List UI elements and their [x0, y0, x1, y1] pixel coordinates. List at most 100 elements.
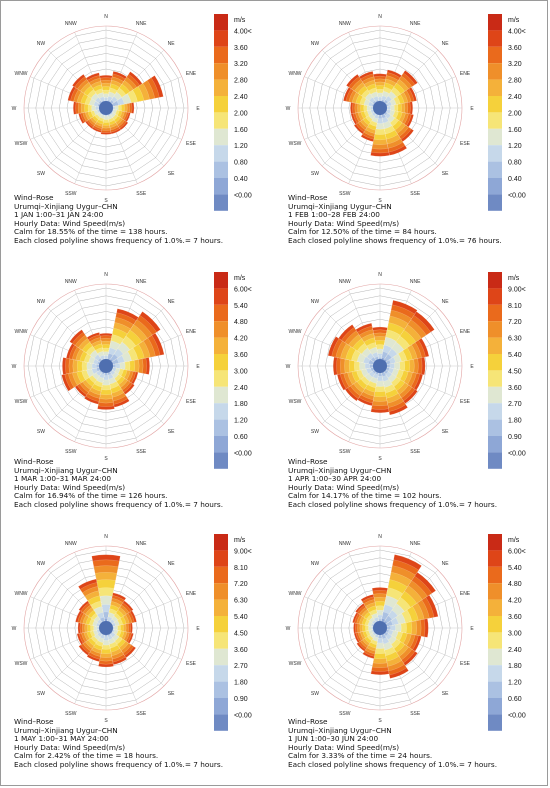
caption-line-data: Hourly Data: Wind Speed(m/s): [288, 218, 400, 228]
wind-rose-chart: N NNE NE ENE E ESE SE SSE S SSW SW WSW W WNW NW NNW m/s 4…: [286, 14, 526, 211]
legend-label: <0.00: [234, 450, 252, 457]
direction-label-sse: SSE: [136, 191, 147, 197]
legend-swatch: [214, 648, 228, 666]
legend-label: 2.00: [508, 110, 522, 117]
legend-label: 3.60: [508, 45, 522, 52]
direction-label-nw: NW: [37, 561, 46, 567]
legend-swatch: [214, 403, 228, 420]
direction-label-n: N: [104, 272, 108, 278]
legend-swatch: [488, 112, 502, 129]
legend-label: 4.50: [234, 630, 248, 637]
legend-swatch: [488, 128, 502, 146]
legend-label: <0.00: [508, 192, 526, 199]
legend-label: 4.20: [508, 598, 522, 605]
legend-label: 2.00: [234, 110, 248, 117]
legend-label: 3.20: [234, 61, 248, 68]
direction-label-sw: SW: [37, 171, 45, 177]
direction-label-se: SE: [168, 429, 175, 435]
legend-swatch: [488, 194, 502, 211]
direction-label-n: N: [104, 534, 108, 540]
caption-line-calm: Calm for 18.55% of the time = 138 hours.: [14, 227, 168, 237]
caption-line-polyline: Each closed polyline shows frequency of …: [14, 759, 224, 769]
legend-swatch: [488, 583, 502, 600]
legend-swatch: [214, 145, 228, 162]
legend-swatch: [488, 698, 502, 715]
legend-label: 7.20: [508, 319, 522, 326]
direction-label-wsw: WSW: [289, 661, 302, 667]
legend-swatch: [488, 288, 502, 305]
legend-label: 9.00<: [508, 286, 526, 293]
direction-label-ssw: SSW: [339, 711, 351, 717]
rose-petals: [61, 308, 165, 410]
legend-label: 3.60: [234, 647, 248, 654]
legend-label: 2.80: [508, 78, 522, 85]
direction-label-ese: ESE: [460, 141, 471, 147]
legend-unit-label: m/s: [508, 17, 520, 24]
wind-rose-panel-jun: N NNE NE ENE E ESE SE SSE S SSW SW WSW W WNW NW NNW m/s 6…: [274, 524, 548, 786]
legend-label: 5.40: [234, 303, 248, 310]
direction-label-se: SE: [442, 429, 449, 435]
legend-label: 0.90: [508, 434, 522, 441]
legend-swatch: [488, 370, 502, 387]
legend-swatch: [214, 452, 228, 469]
legend-swatch: [214, 304, 228, 322]
caption-line-period: 1 JAN 1:00–31 JAN 24:00: [14, 210, 104, 220]
legend-swatch: [488, 714, 502, 731]
direction-label-nne: NNE: [410, 279, 421, 285]
legend-label: 0.80: [234, 160, 248, 167]
caption-line-data: Hourly Data: Wind Speed(m/s): [14, 218, 126, 228]
legend-swatch: [214, 321, 228, 338]
direction-label-nne: NNE: [136, 279, 147, 285]
direction-label-nw: NW: [311, 299, 320, 305]
direction-label-sw: SW: [311, 691, 319, 697]
legend-label: 2.70: [234, 663, 248, 670]
legend-label: 1.20: [234, 418, 248, 425]
legend-swatch: [488, 14, 502, 31]
legend-swatch: [214, 681, 228, 698]
direction-label-ene: ENE: [460, 71, 471, 77]
direction-label-nw: NW: [311, 561, 320, 567]
chart-caption: Wind–Rose Urumqi–Xinjiang Uygur–CHN 1 FE…: [288, 193, 502, 246]
direction-label-ne: NE: [442, 561, 450, 567]
caption-line-station: Urumqi–Xinjiang Uygur–CHN: [14, 725, 118, 735]
legend-label: 6.00<: [508, 548, 526, 555]
legend-swatch: [214, 566, 228, 584]
legend-label: 5.40: [508, 565, 522, 572]
direction-label-ene: ENE: [186, 71, 197, 77]
legend-swatch: [214, 714, 228, 731]
legend-label: 3.60: [508, 614, 522, 621]
direction-label-nw: NW: [311, 41, 320, 47]
direction-label-sse: SSE: [410, 191, 421, 197]
legend-swatch: [214, 632, 228, 649]
direction-label-se: SE: [442, 171, 449, 177]
direction-label-sw: SW: [37, 691, 45, 697]
legend-label: 2.70: [508, 401, 522, 408]
legend-swatch: [214, 161, 228, 178]
legend-swatch: [488, 632, 502, 649]
legend-label: 1.60: [508, 127, 522, 134]
legend-label: 1.80: [234, 680, 248, 687]
legend-swatch: [488, 665, 502, 682]
legend-label: 4.00<: [508, 28, 526, 35]
direction-label-ene: ENE: [186, 329, 197, 335]
caption-line-station: Urumqi–Xinjiang Uygur–CHN: [14, 465, 118, 475]
direction-label-nnw: NNW: [65, 21, 77, 27]
legend-label: 1.20: [508, 143, 522, 150]
direction-label-nne: NNE: [410, 541, 421, 547]
legend-label: 3.20: [508, 61, 522, 68]
wind-rose-chart: N NNE NE ENE E ESE SE SSE S SSW SW WSW W WNW NW NNW m/s 9…: [12, 534, 252, 731]
direction-label-ssw: SSW: [65, 711, 77, 717]
caption-line-station: Urumqi–Xinjiang Uygur–CHN: [288, 465, 392, 475]
direction-label-ne: NE: [168, 299, 176, 305]
legend-swatch: [214, 128, 228, 146]
direction-label-ene: ENE: [460, 329, 471, 335]
legend-unit-label: m/s: [508, 275, 520, 282]
legend-unit-label: m/s: [508, 537, 520, 544]
wind-rose-panel-jan: N NNE NE ENE E ESE SE SSE S SSW SW WSW W WNW NW NNW m/s 4…: [0, 4, 274, 266]
legend-label: 6.00<: [234, 286, 252, 293]
direction-label-ese: ESE: [186, 661, 197, 667]
direction-label-nne: NNE: [410, 21, 421, 27]
legend-label: 1.80: [508, 663, 522, 670]
legend-swatch: [214, 79, 228, 96]
